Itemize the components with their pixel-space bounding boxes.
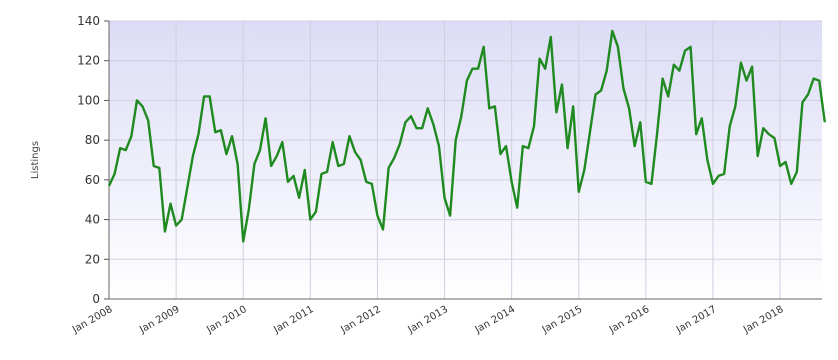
y-tick-label: 0 [92, 292, 100, 306]
y-tick-label: 20 [85, 252, 100, 266]
x-tick-label: Jan 2018 [741, 304, 786, 336]
x-tick-label: Jan 2017 [674, 304, 719, 336]
y-tick-label: 40 [85, 213, 100, 227]
x-tick-label: Jan 2012 [338, 304, 383, 336]
x-tick-label: Jan 2014 [473, 304, 518, 336]
x-tick-label: Jan 2010 [204, 304, 249, 336]
y-tick-label: 80 [85, 133, 100, 147]
series-line [107, 29, 826, 243]
x-tick-label: Jan 2013 [406, 304, 451, 336]
x-tick-label: Jan 2009 [137, 304, 182, 336]
x-tick-label: Jan 2016 [607, 304, 652, 336]
x-tick-label: Jan 2011 [271, 304, 316, 336]
x-tick-label: Jan 2008 [70, 304, 115, 336]
y-tick-label: 100 [77, 93, 100, 107]
y-tick-label: 140 [77, 14, 100, 28]
series-layer [107, 29, 826, 243]
plot-area [109, 21, 822, 299]
x-tick-label: Jan 2015 [540, 304, 585, 336]
y-tick-label: 60 [85, 173, 100, 187]
y-axis-label: Listings [30, 141, 41, 179]
y-tick-label: 120 [77, 54, 100, 68]
